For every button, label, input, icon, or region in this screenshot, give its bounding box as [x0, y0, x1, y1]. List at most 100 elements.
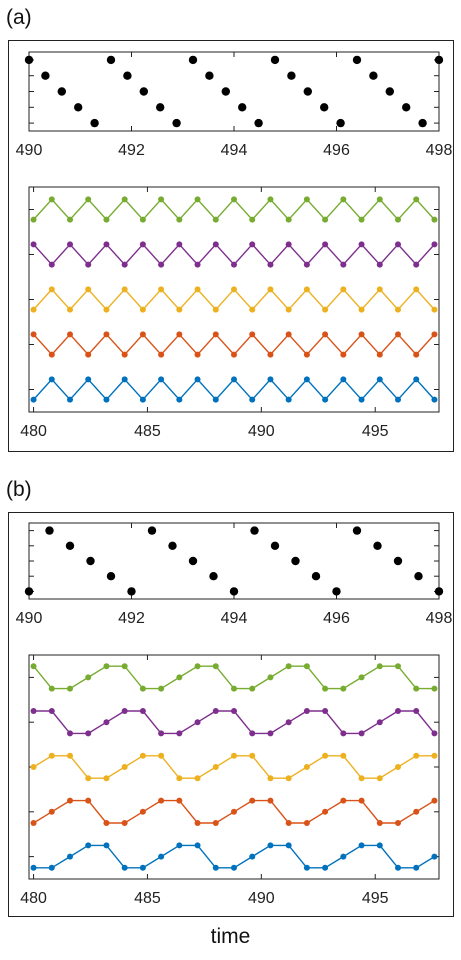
series-point-orange — [376, 820, 383, 826]
series-point-yellow — [103, 306, 110, 313]
series-point-blue — [231, 376, 237, 383]
series-point-orange — [30, 331, 37, 338]
series-point-yellow — [48, 752, 55, 759]
series-point-yellow — [431, 752, 438, 759]
series-point-orange — [303, 820, 310, 826]
raster-dot — [106, 572, 116, 581]
raster-dot — [303, 87, 312, 96]
series-point-orange — [176, 331, 183, 338]
raster-dot — [320, 103, 329, 112]
series-point-green — [413, 685, 420, 692]
series-point-yellow — [30, 764, 37, 770]
series-point-blue — [340, 853, 347, 860]
raster-dot — [221, 87, 230, 96]
series-point-green — [139, 216, 146, 223]
series-point-purple — [103, 241, 110, 248]
series-point-purple — [413, 261, 420, 268]
series-point-blue — [85, 376, 92, 383]
raster-dot — [57, 87, 66, 96]
series-point-purple — [303, 261, 310, 268]
series-point-purple — [376, 719, 383, 726]
series-point-orange — [212, 820, 219, 826]
series-point-yellow — [212, 764, 219, 770]
raster-dot — [41, 71, 50, 80]
x-tick-label: 480 — [20, 423, 47, 440]
series-point-blue — [431, 396, 438, 403]
series-point-blue — [194, 376, 201, 383]
raster-dot — [168, 541, 177, 550]
series-point-blue — [30, 396, 37, 403]
series-point-green — [30, 216, 37, 223]
series-point-purple — [322, 708, 329, 714]
series-point-yellow — [121, 764, 128, 770]
series-point-blue — [67, 853, 73, 860]
raster-dot — [229, 587, 239, 596]
x-tick-label: 492 — [118, 610, 145, 627]
x-tick-label: 485 — [134, 890, 161, 907]
series-point-yellow — [30, 306, 37, 313]
series-point-yellow — [303, 764, 310, 770]
series-point-green — [67, 685, 73, 692]
series-point-blue — [249, 853, 256, 860]
series-point-blue — [212, 396, 219, 403]
series-point-yellow — [376, 286, 383, 293]
series-point-green — [212, 216, 219, 223]
series-point-green — [121, 663, 128, 670]
series-point-orange — [231, 808, 237, 815]
raster-dot — [270, 55, 280, 65]
series-point-purple — [139, 708, 146, 714]
series-point-yellow — [121, 286, 128, 293]
series-point-green — [67, 216, 73, 223]
series-point-yellow — [413, 286, 420, 293]
series-point-purple — [395, 241, 401, 248]
series-point-purple — [121, 708, 128, 714]
series-point-orange — [395, 820, 401, 826]
series-point-orange — [103, 820, 110, 826]
series-point-green — [176, 216, 183, 223]
series-point-orange — [139, 331, 146, 338]
series-point-purple — [303, 708, 310, 714]
series-point-orange — [121, 351, 128, 358]
series-point-blue — [376, 376, 383, 383]
series-point-green — [285, 663, 292, 670]
series-point-purple — [121, 261, 128, 268]
series-point-blue — [158, 376, 165, 383]
raster-plot-b: 490 492 494 496 498 — [16, 522, 452, 627]
series-point-blue — [267, 376, 274, 383]
series-line-blue — [33, 378, 435, 401]
series-point-blue — [249, 396, 256, 403]
raster-dot — [385, 87, 394, 96]
series-point-orange — [413, 808, 420, 815]
series-point-yellow — [158, 286, 165, 293]
series-point-green — [322, 685, 329, 692]
series-point-purple — [176, 241, 183, 248]
series-point-green — [48, 196, 55, 203]
series-point-purple — [395, 708, 401, 714]
series-point-green — [431, 216, 438, 223]
panel-label-a: (a) — [6, 6, 32, 29]
series-point-purple — [358, 241, 365, 248]
series-point-yellow — [340, 286, 347, 293]
series-point-yellow — [267, 775, 274, 782]
x-tick-label: 495 — [362, 890, 389, 907]
series-point-purple — [176, 730, 183, 737]
raster-dot — [147, 526, 157, 535]
series-point-yellow — [176, 775, 183, 782]
series-point-yellow — [231, 286, 237, 293]
series-point-green — [121, 196, 128, 203]
panel-frame-b — [8, 512, 454, 917]
raster-dot — [65, 541, 75, 550]
x-tick-label: 496 — [323, 610, 350, 627]
series-point-orange — [431, 797, 438, 804]
raster-dot — [74, 103, 83, 112]
series-point-green — [231, 685, 237, 692]
series-point-orange — [176, 797, 183, 804]
series-point-yellow — [303, 286, 310, 293]
series-point-blue — [358, 842, 365, 849]
series-point-yellow — [285, 775, 292, 782]
raster-dot — [352, 526, 362, 535]
x-tick-label: 490 — [248, 890, 275, 907]
series-point-orange — [67, 331, 73, 338]
raster-dot — [123, 71, 132, 80]
series-point-orange — [285, 331, 292, 338]
